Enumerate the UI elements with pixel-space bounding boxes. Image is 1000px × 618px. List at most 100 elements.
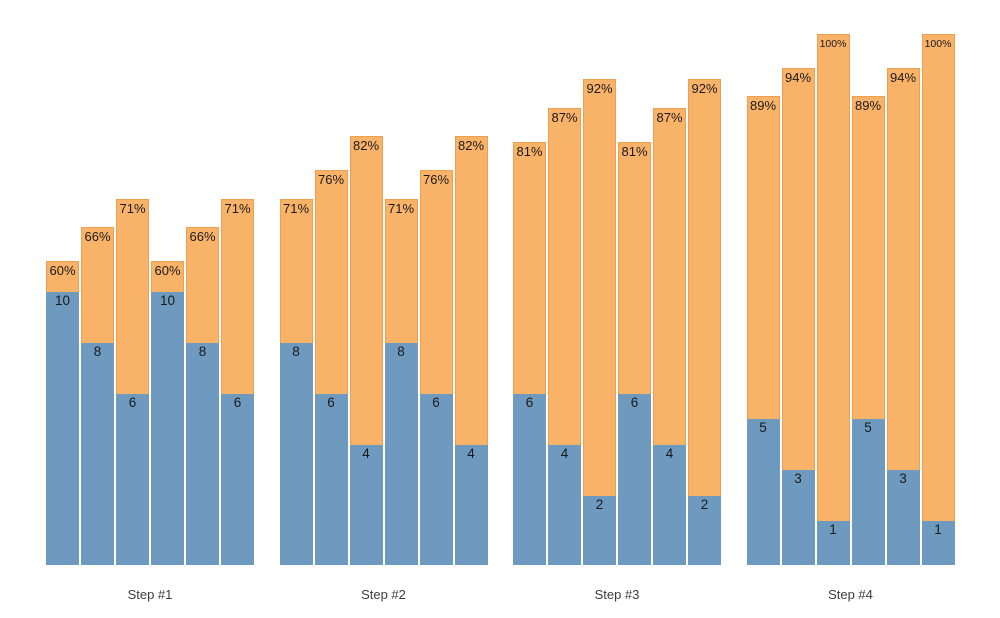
count-label: 8: [397, 343, 405, 359]
percent-label: 92%: [691, 81, 718, 97]
count-label: 4: [362, 445, 370, 461]
bar-lower-segment: 3: [781, 470, 815, 565]
percent-label: 71%: [119, 200, 146, 216]
count-label: 4: [560, 445, 569, 461]
stacked-bar: 87% 4: [548, 107, 581, 565]
bar-lower-segment: 4: [349, 444, 383, 565]
bar-lower-segment: 6: [419, 393, 453, 565]
percent-label: 89%: [749, 98, 777, 114]
count-label: 2: [700, 496, 709, 512]
count-label: 6: [630, 394, 639, 410]
percent-label: 82%: [352, 138, 380, 154]
percent-label: 82%: [457, 138, 485, 154]
bar-lower-segment: 8: [81, 342, 114, 565]
percent-label: 100%: [819, 38, 847, 50]
stacked-bar: 100% 1: [921, 34, 955, 565]
bar-lower-segment: 1: [816, 521, 850, 565]
percent-label: 92%: [586, 81, 613, 97]
percent-label: 100%: [924, 38, 952, 50]
percent-label: 76%: [422, 172, 450, 188]
count-label: 5: [864, 420, 872, 436]
bar-lower-segment: 8: [279, 342, 313, 565]
step-label: Step #1: [127, 587, 173, 602]
bar-lower-segment: 10: [151, 292, 184, 565]
percent-label: 60%: [154, 263, 181, 278]
count-label: 8: [292, 343, 300, 359]
count-label: 4: [665, 445, 674, 461]
count-label: 3: [794, 471, 802, 487]
stacked-bar: 66% 8: [186, 226, 219, 565]
percent-label: 66%: [84, 228, 111, 244]
percent-label: 66%: [189, 228, 216, 244]
percent-label: 81%: [621, 143, 648, 159]
stacked-bar: 89% 5: [746, 96, 780, 565]
bar-lower-segment: 1: [921, 521, 955, 565]
percent-label: 87%: [551, 109, 578, 125]
percent-label: 71%: [282, 200, 310, 216]
bar-lower-segment: 2: [688, 495, 721, 565]
bar-lower-segment: 2: [583, 495, 616, 565]
bar-lower-segment: 6: [116, 393, 149, 565]
bar-lower-segment: 4: [454, 444, 488, 565]
bar-lower-segment: 6: [221, 393, 254, 565]
count-label: 1: [829, 522, 837, 538]
bar-lower-segment: 8: [186, 342, 219, 565]
stacked-bar: 89% 5: [851, 96, 885, 565]
stacked-bar: 81% 6: [513, 141, 546, 565]
count-label: 8: [198, 343, 207, 359]
bar-lower-segment: 6: [513, 393, 546, 565]
stacked-bar: 71% 8: [279, 198, 313, 565]
stacked-bar: 92% 2: [583, 79, 616, 565]
percent-label: 76%: [317, 172, 345, 188]
percent-label: 71%: [224, 200, 251, 216]
stacked-bar: 60% 10: [151, 261, 184, 565]
bar-lower-segment: 6: [314, 393, 348, 565]
stacked-bar: 66% 8: [81, 226, 114, 565]
stacked-bar: 71% 6: [221, 198, 254, 565]
stacked-bar: 71% 6: [116, 198, 149, 565]
count-label: 6: [525, 394, 534, 410]
bar-lower-segment: 10: [46, 292, 79, 565]
percent-label: 87%: [656, 109, 683, 125]
count-label: 6: [128, 394, 137, 410]
percent-label: 89%: [854, 98, 882, 114]
count-label: 6: [233, 394, 242, 410]
bar-lower-segment: 5: [851, 419, 885, 565]
bar-lower-segment: 3: [886, 470, 920, 565]
count-label: 10: [54, 293, 71, 308]
count-label: 1: [934, 522, 942, 538]
count-label: 6: [327, 394, 335, 410]
stacked-bar: 76% 6: [314, 170, 348, 565]
stacked-bar: 82% 4: [349, 136, 383, 565]
bar-lower-segment: 4: [548, 444, 581, 565]
percent-label: 81%: [516, 143, 543, 159]
bar-lower-segment: 5: [746, 419, 780, 565]
percent-label: 94%: [784, 70, 812, 86]
stacked-bar: 71% 8: [384, 198, 418, 565]
step-label: Step #3: [594, 587, 640, 602]
bar-lower-segment: 4: [653, 444, 686, 565]
stacked-bar: 60% 10: [46, 261, 79, 565]
count-label: 10: [159, 293, 176, 308]
count-label: 4: [467, 445, 475, 461]
stacked-bar: 92% 2: [688, 79, 721, 565]
stacked-bar: 94% 3: [886, 68, 920, 565]
count-label: 2: [595, 496, 604, 512]
count-label: 5: [759, 420, 767, 436]
count-label: 6: [432, 394, 440, 410]
percent-label: 94%: [889, 70, 917, 86]
percent-label: 71%: [387, 200, 415, 216]
stacked-bar: 94% 3: [781, 68, 815, 565]
stacked-bar: 81% 6: [618, 141, 651, 565]
stacked-bar: 76% 6: [419, 170, 453, 565]
percent-label: 60%: [49, 263, 76, 278]
count-label: 8: [93, 343, 102, 359]
stacked-bar: 100% 1: [816, 34, 850, 565]
step-label: Step #2: [361, 587, 406, 602]
step-label: Step #4: [828, 587, 873, 602]
bar-lower-segment: 6: [618, 393, 651, 565]
stacked-bar: 87% 4: [653, 107, 686, 565]
count-label: 3: [899, 471, 907, 487]
stacked-bar: 82% 4: [454, 136, 488, 565]
